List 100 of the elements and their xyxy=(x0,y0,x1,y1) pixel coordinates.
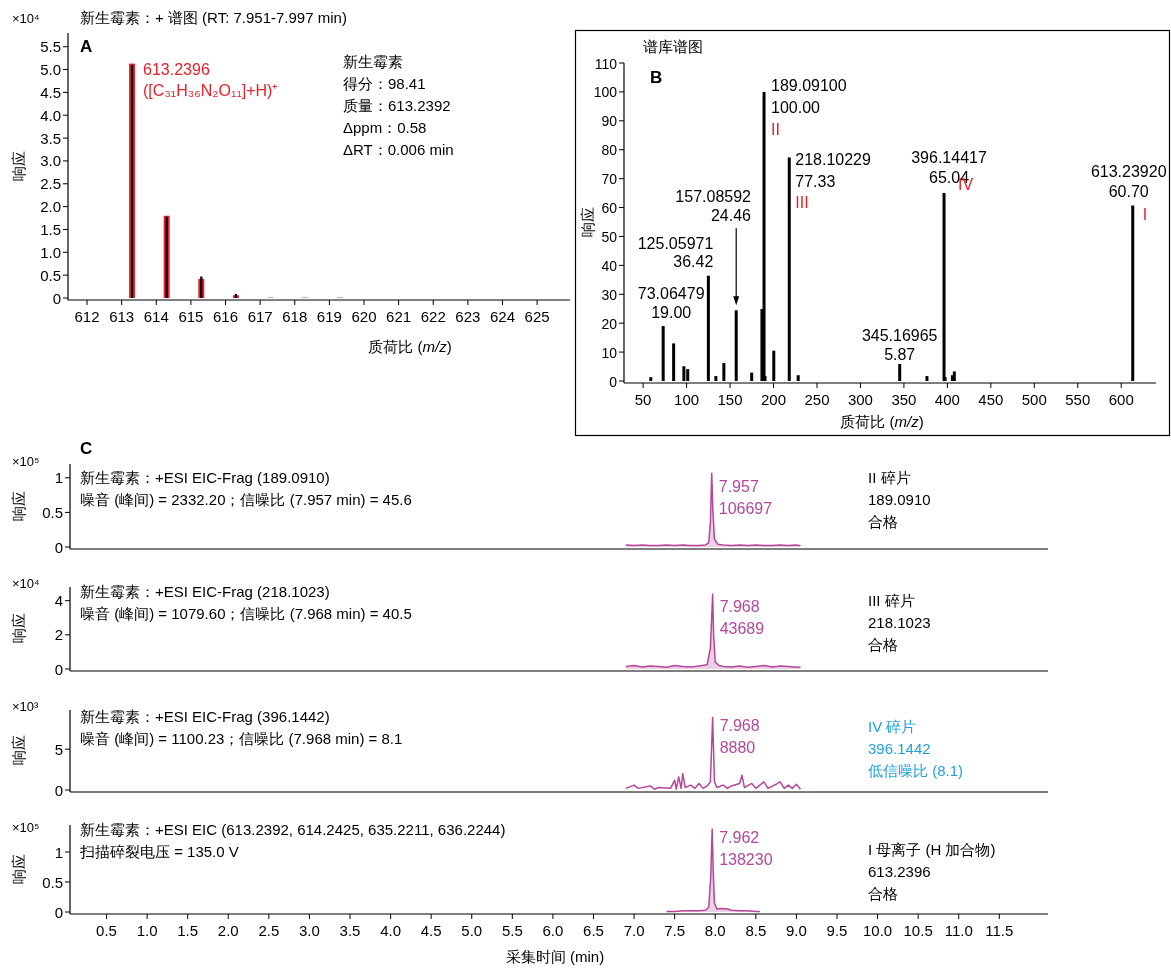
y-tick-label: 0.5 xyxy=(42,503,63,521)
annotation: 7.962 xyxy=(719,829,760,847)
x-tick-label: 3.5 xyxy=(339,922,361,939)
y-tick-label: 110 xyxy=(594,55,618,72)
annotation: 613.2396 xyxy=(143,60,210,78)
y-tick-label: 70 xyxy=(601,171,618,188)
annotation: 新生霉素：+ESI EIC-Frag (189.0910) xyxy=(80,469,330,486)
line-series xyxy=(625,716,802,790)
x-tick-label: 10.0 xyxy=(862,922,893,939)
y-tick-label: 5.0 xyxy=(40,61,61,79)
y-tick-label: 5 xyxy=(54,740,63,758)
annotation: 低信噪比 (8.1) xyxy=(868,762,964,779)
text: ×10⁵ xyxy=(12,454,40,469)
x-tick-label: 100 xyxy=(674,391,700,408)
annotation: I xyxy=(1142,205,1148,223)
x-tick-label: 5.5 xyxy=(501,922,523,939)
x-axis-title: 采集时间 (min) xyxy=(505,948,605,965)
x-tick-label: 1.0 xyxy=(136,922,158,939)
x-tick-label: 2.0 xyxy=(217,922,239,939)
annotation: 7.968 xyxy=(719,716,760,734)
x-tick-label: 3.0 xyxy=(299,922,320,939)
annotation: 新生霉素：+ESI EIC-Frag (396.1442) xyxy=(80,708,330,725)
x-tick-label: 11.5 xyxy=(985,922,1014,939)
annotation: 噪音 (峰间) = 2332.20；信噪比 (7.957 min) = 45.6 xyxy=(80,491,412,508)
x-tick-label: 619 xyxy=(316,308,342,325)
x-tick-label: 9.0 xyxy=(785,922,807,939)
annotation: ΔRT：0.006 min xyxy=(343,141,454,158)
chart-title: 谱库谱图 xyxy=(643,38,703,55)
text: ×10³ xyxy=(12,699,40,714)
x-tick-label: 10.5 xyxy=(903,922,933,939)
y-axis-title: 响应 xyxy=(10,490,27,521)
annotation: 218.1023 xyxy=(868,614,931,631)
annotation: 157.08592 xyxy=(675,188,752,205)
annotation: 合格 xyxy=(868,513,898,530)
annotation: 噪音 (峰间) = 1100.23；信噪比 (7.968 min) = 8.1 xyxy=(80,730,403,747)
x-tick-label: 618 xyxy=(282,308,308,325)
text: ×10⁴ xyxy=(12,11,40,26)
x-tick-label: 620 xyxy=(351,308,377,325)
y-tick-label: 50 xyxy=(601,228,618,245)
y-tick-label: 0.5 xyxy=(42,873,63,891)
y-tick-label: 4.5 xyxy=(40,83,61,101)
y-tick-label: 2.5 xyxy=(40,175,61,193)
y-tick-label: 1 xyxy=(54,469,63,487)
annotation: 77.33 xyxy=(795,173,836,191)
x-tick-label: 150 xyxy=(717,391,743,408)
annotation: 138230 xyxy=(719,851,773,869)
x-tick-label: 623 xyxy=(455,308,481,325)
x-tick-label: 612 xyxy=(74,308,100,325)
annotation: 106697 xyxy=(718,500,773,518)
annotation: A xyxy=(80,37,93,56)
annotation: 噪音 (峰间) = 1079.60；信噪比 (7.968 min) = 40.5 xyxy=(80,605,412,622)
x-tick-label: 8.0 xyxy=(704,922,726,939)
x-tick-label: 615 xyxy=(178,308,204,325)
y-tick-label: 5.5 xyxy=(40,38,61,56)
x-tick-label: 200 xyxy=(761,391,787,408)
annotation: 新生霉素：+ESI EIC-Frag (218.1023) xyxy=(80,583,330,600)
annotation: 合格 xyxy=(868,636,898,653)
y-tick-label: 30 xyxy=(601,286,618,303)
annotation: 189.0910 xyxy=(868,491,931,508)
annotation: 396.1442 xyxy=(868,740,931,757)
annotation: 73.06479 xyxy=(637,285,705,303)
x-tick-label: 6.5 xyxy=(583,922,604,939)
annotation: 613.23920 xyxy=(1090,162,1167,180)
annotation: 5.87 xyxy=(884,346,916,364)
annotation: 合格 xyxy=(868,885,898,902)
x-tick-label: 613 xyxy=(109,308,135,325)
annotation: II 碎片 xyxy=(868,469,911,486)
y-tick-label: 80 xyxy=(601,142,618,159)
x-tick-label: 4.0 xyxy=(380,922,402,939)
annotation: 7.968 xyxy=(719,598,760,616)
y-tick-label: 1 xyxy=(54,843,63,861)
annotation: 扫描碎裂电压 = 135.0 V xyxy=(79,843,239,860)
x-tick-label: 50 xyxy=(634,391,652,408)
y-axis-title: 响应 xyxy=(10,735,27,765)
x-tick-label: 250 xyxy=(804,391,830,408)
x-tick-label: 2.5 xyxy=(258,922,280,939)
x-tick-label: 616 xyxy=(213,308,239,325)
x-tick-label: 11.0 xyxy=(944,922,973,939)
y-tick-label: 3.0 xyxy=(40,152,61,170)
x-tick-label: 0.5 xyxy=(96,922,117,939)
annotation: 19.00 xyxy=(651,304,692,322)
y-tick-label: 1.0 xyxy=(40,243,61,261)
annotation: 得分：98.41 xyxy=(343,75,426,92)
x-tick-label: 6.0 xyxy=(542,922,564,939)
y-tick-label: 1.5 xyxy=(40,220,61,238)
text: C xyxy=(80,439,93,458)
y-tick-label: 2.0 xyxy=(40,198,61,216)
annotation: 新生霉素 xyxy=(343,53,403,70)
x-tick-label: 617 xyxy=(247,308,273,325)
annotation: 36.42 xyxy=(673,252,714,270)
annotation: III xyxy=(795,194,809,212)
y-tick-label: 20 xyxy=(601,315,618,332)
x-tick-label: 4.5 xyxy=(420,922,442,939)
annotation: 43689 xyxy=(719,620,765,638)
annotation: 7.957 xyxy=(718,478,759,496)
annotation: I 母离子 (H 加合物) xyxy=(868,841,996,858)
annotation: ([C₃₁H₃₆N₂O₁₁]+H)⁺ xyxy=(143,82,278,99)
y-axis-title: 响应 xyxy=(10,613,27,643)
x-tick-label: 7.5 xyxy=(664,922,686,939)
text: ×10⁴ xyxy=(12,576,40,591)
